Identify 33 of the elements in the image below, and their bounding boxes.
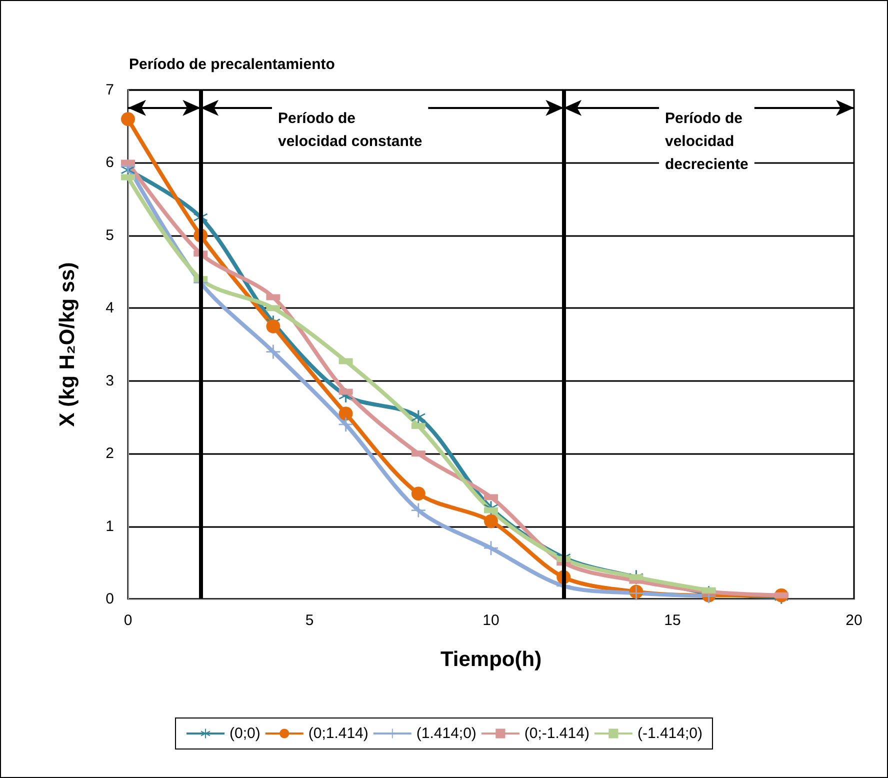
- point: [411, 486, 426, 501]
- legend-label: (0;0): [230, 725, 260, 742]
- legend-label: (1.414;0): [416, 725, 476, 742]
- annotation: Período de velocidad constante: [278, 110, 422, 150]
- point: [484, 514, 498, 528]
- y-tick-label: 0: [106, 590, 114, 608]
- legend-label: (0;-1.414): [524, 725, 590, 742]
- x-tick-label: 10: [482, 612, 500, 629]
- x-tick-label: 5: [305, 612, 314, 629]
- x-axis-title: Tiempo(h): [440, 648, 542, 671]
- y-tick-label: 7: [106, 82, 114, 98]
- point: [411, 503, 426, 518]
- legend-label: (0;1.414): [308, 725, 368, 742]
- y-tick-label: 4: [106, 300, 114, 317]
- point: [411, 410, 426, 424]
- point: [484, 541, 498, 556]
- legend-label: (-1.414;0): [637, 725, 703, 742]
- y-tick-label: 2: [106, 445, 114, 462]
- x-tick-label: 15: [664, 612, 681, 629]
- x-tick-label: 0: [124, 612, 132, 629]
- y-tick-label: 3: [106, 372, 114, 390]
- y-tick-label: 5: [106, 226, 114, 244]
- text: Período de precalentamiento: [129, 56, 335, 73]
- point: [266, 344, 280, 359]
- y-tick-label: 1: [106, 518, 114, 535]
- y-tick-label: 6: [106, 154, 114, 172]
- point: [338, 417, 353, 432]
- x-tick-label: 20: [846, 612, 862, 629]
- point: [266, 319, 280, 334]
- annotation: Período de velocidad decreciente: [665, 110, 748, 173]
- point: [338, 406, 353, 421]
- point: [121, 112, 135, 126]
- y-axis-title: X (kg H₂O/kg ss): [56, 262, 79, 427]
